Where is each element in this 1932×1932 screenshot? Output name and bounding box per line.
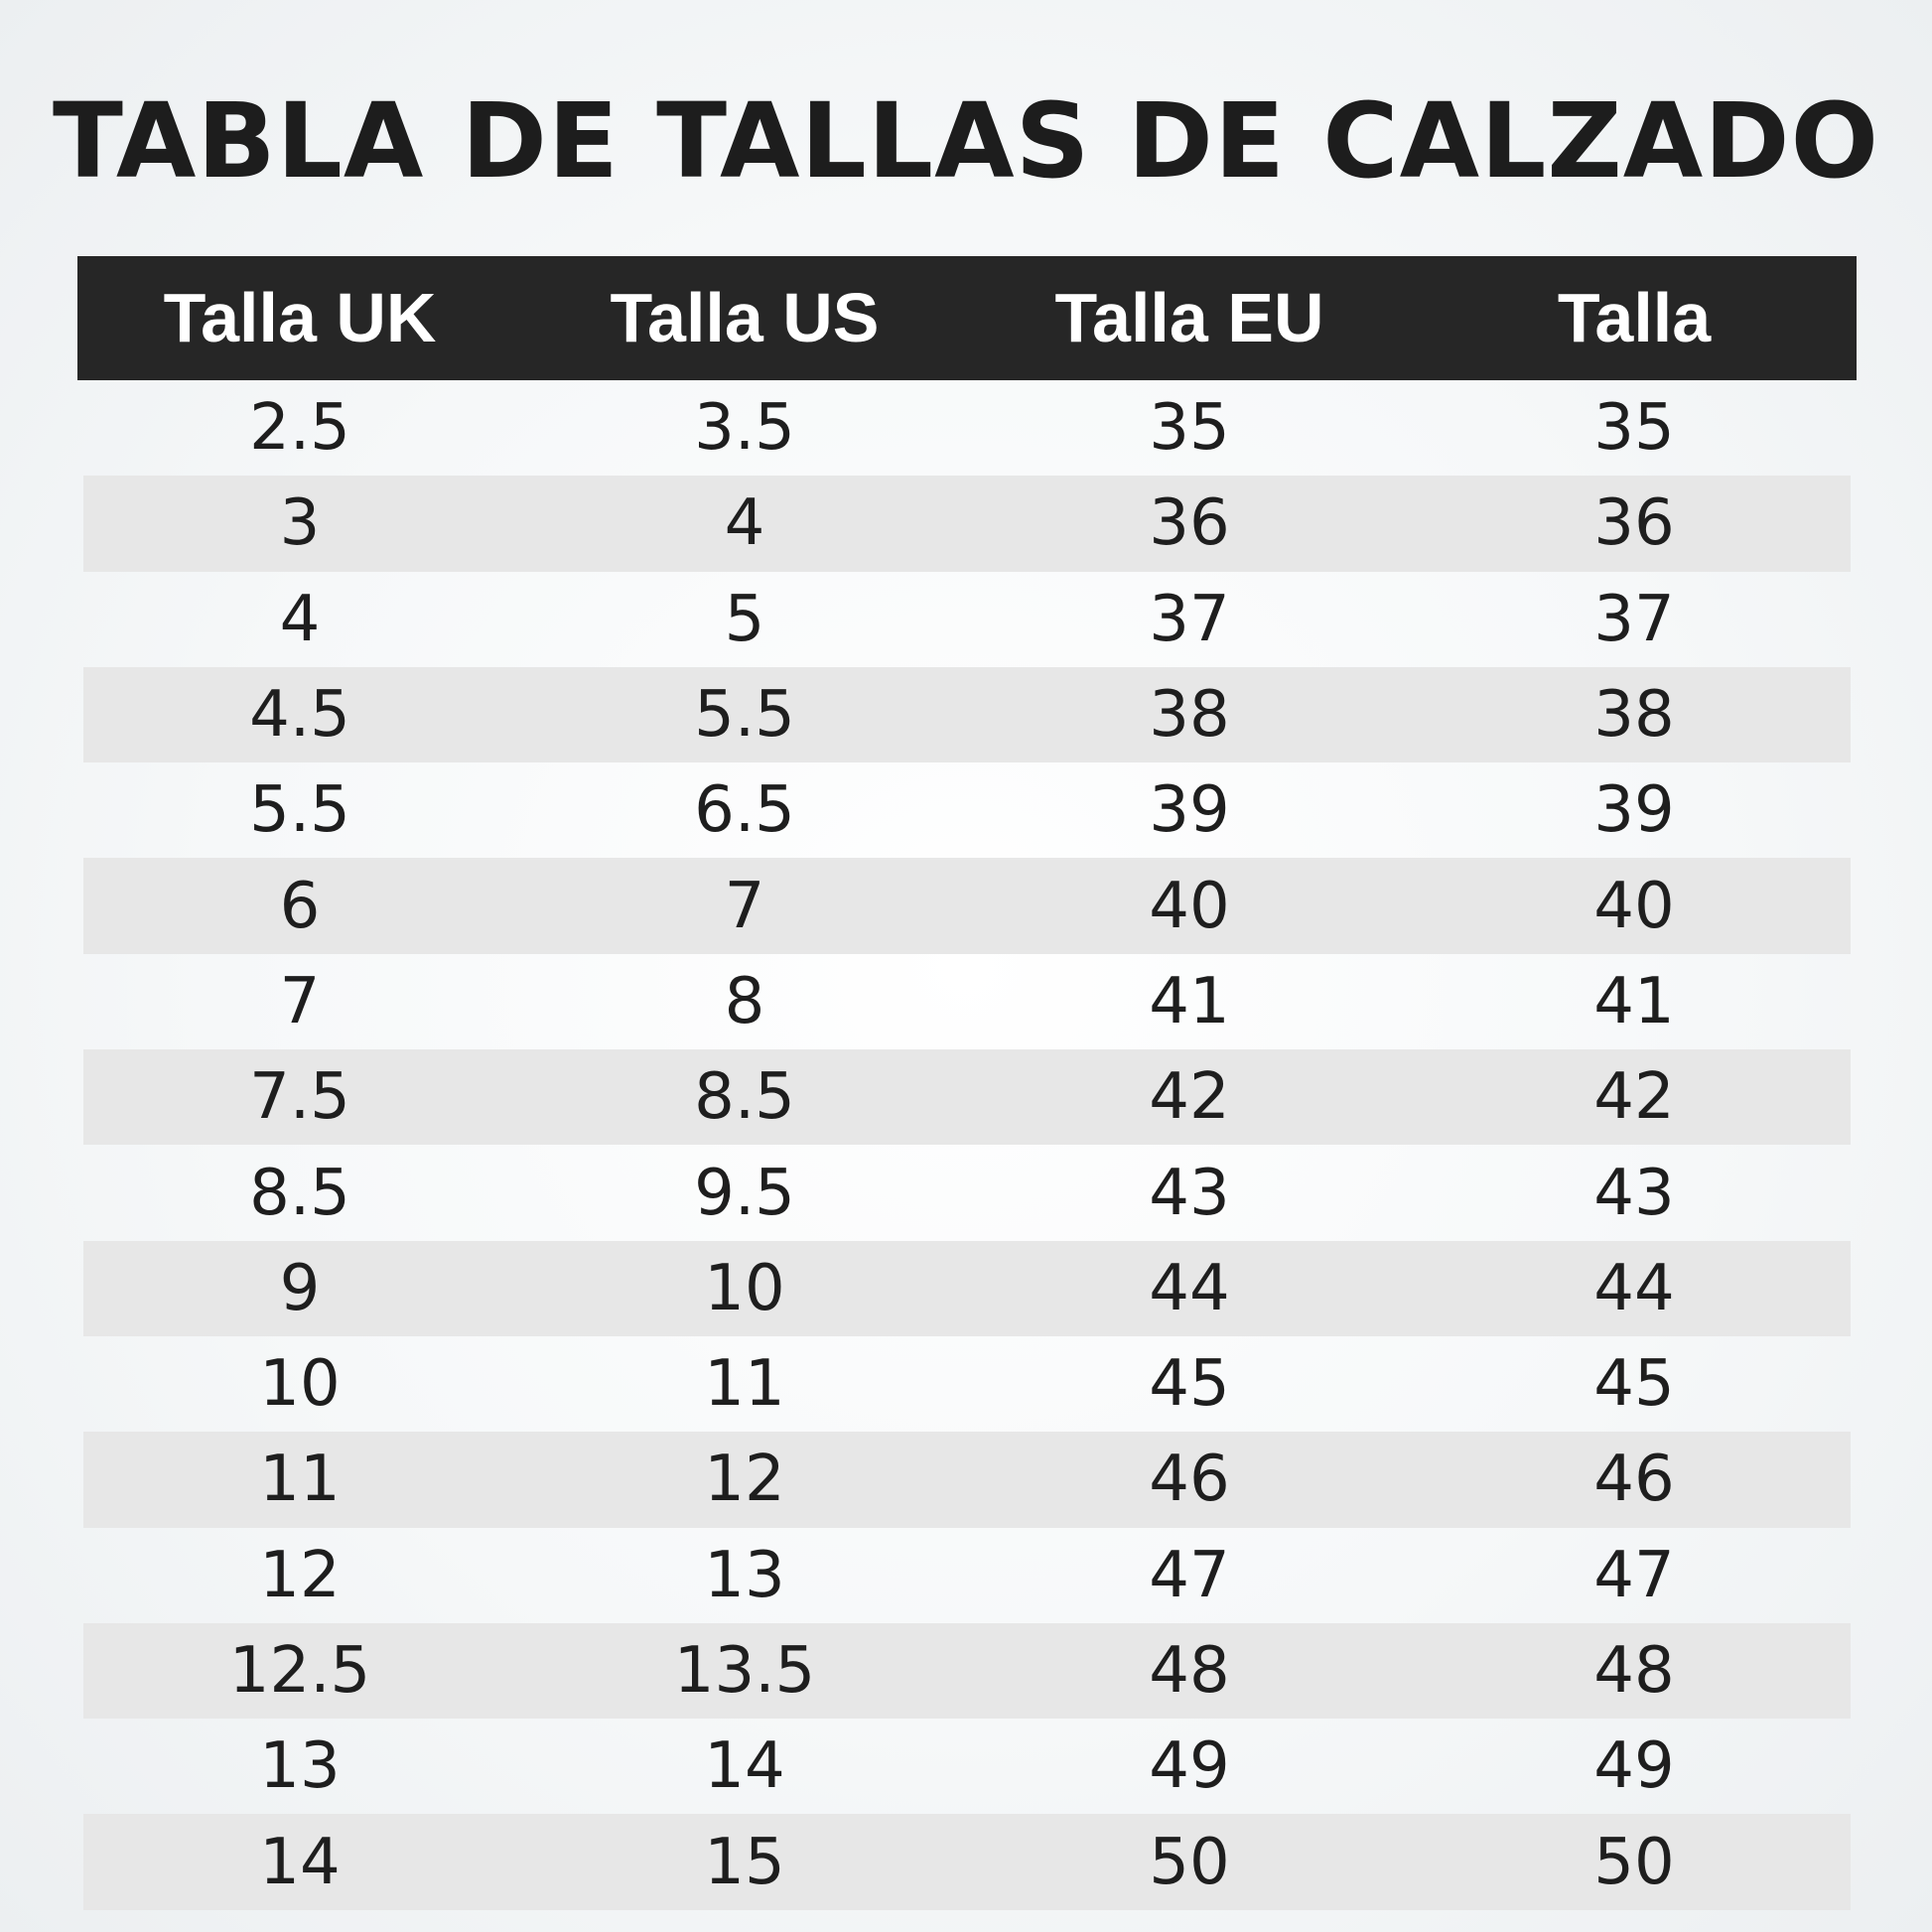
cell-talla: 43 [1593, 1156, 1675, 1230]
cell-talla: 37 [1593, 582, 1675, 656]
table-row: 11 12 46 46 [83, 1432, 1851, 1528]
cell-talla: 49 [1593, 1729, 1675, 1804]
cell-eu: 35 [1149, 391, 1230, 466]
table-row: 12.5 13.5 48 48 [83, 1622, 1851, 1720]
cell-uk: 9 [279, 1251, 321, 1325]
cell-uk: 6 [279, 869, 321, 943]
size-chart-table: Talla UK Talla US Talla EU Talla 2.5 3.5… [77, 256, 1857, 1910]
cell-talla: 50 [1593, 1825, 1675, 1899]
cell-us: 9.5 [694, 1156, 795, 1230]
table-row: 4.5 5.5 38 38 [83, 666, 1851, 763]
cell-eu: 38 [1149, 678, 1230, 753]
cell-eu: 40 [1149, 869, 1230, 943]
table-row: 5.5 6.5 39 39 [83, 762, 1851, 858]
table-row: 3 4 36 36 [83, 476, 1851, 572]
cell-talla: 45 [1593, 1347, 1675, 1422]
table-row: 12 13 47 47 [83, 1528, 1851, 1623]
cell-uk: 5.5 [249, 773, 350, 848]
cell-us: 11 [704, 1347, 785, 1422]
cell-eu: 45 [1149, 1347, 1230, 1422]
cell-talla: 47 [1593, 1538, 1675, 1612]
cell-eu: 46 [1149, 1443, 1230, 1517]
cell-us: 10 [704, 1251, 785, 1325]
cell-uk: 13 [259, 1729, 341, 1804]
cell-eu: 44 [1149, 1251, 1230, 1325]
cell-us: 13.5 [673, 1634, 816, 1708]
cell-talla: 41 [1593, 964, 1675, 1038]
cell-eu: 36 [1149, 486, 1230, 561]
cell-us: 5 [724, 582, 765, 656]
cell-talla: 40 [1593, 869, 1675, 943]
cell-eu: 43 [1149, 1156, 1230, 1230]
cell-eu: 49 [1149, 1729, 1230, 1804]
cell-us: 15 [704, 1825, 785, 1899]
cell-uk: 14 [259, 1825, 341, 1899]
cell-us: 13 [704, 1538, 785, 1612]
cell-talla: 44 [1593, 1251, 1675, 1325]
cell-us: 8.5 [694, 1060, 795, 1135]
table-row: 9 10 44 44 [83, 1240, 1851, 1336]
cell-eu: 47 [1149, 1538, 1230, 1612]
cell-eu: 41 [1149, 964, 1230, 1038]
table-row: 13 14 49 49 [83, 1719, 1851, 1814]
header-uk: Talla UK [163, 279, 437, 356]
table-row: 7.5 8.5 42 42 [83, 1049, 1851, 1146]
cell-us: 14 [704, 1729, 785, 1804]
header-eu: Talla EU [1054, 279, 1324, 356]
table-row: 6 7 40 40 [83, 858, 1851, 954]
cell-us: 4 [724, 486, 765, 561]
cell-talla: 38 [1593, 678, 1675, 753]
cell-us: 12 [704, 1443, 785, 1517]
cell-uk: 4 [279, 582, 321, 656]
table-row: 8.5 9.5 43 43 [83, 1145, 1851, 1240]
cell-us: 8 [724, 964, 765, 1038]
cell-uk: 10 [259, 1347, 341, 1422]
cell-talla: 42 [1593, 1060, 1675, 1135]
cell-us: 7 [724, 869, 765, 943]
cell-uk: 11 [259, 1443, 341, 1517]
cell-uk: 2.5 [249, 391, 350, 466]
table-row: 4 5 37 37 [83, 572, 1851, 667]
cell-eu: 42 [1149, 1060, 1230, 1135]
cell-us: 3.5 [694, 391, 795, 466]
cell-us: 6.5 [694, 773, 795, 848]
cell-uk: 7 [279, 964, 321, 1038]
cell-uk: 4.5 [249, 678, 350, 753]
cell-eu: 37 [1149, 582, 1230, 656]
cell-uk: 7.5 [249, 1060, 350, 1135]
cell-uk: 12 [259, 1538, 341, 1612]
cell-talla: 48 [1593, 1634, 1675, 1708]
table-row: 14 15 50 50 [83, 1814, 1851, 1910]
cell-eu: 39 [1149, 773, 1230, 848]
cell-talla: 39 [1593, 773, 1675, 848]
cell-talla: 36 [1593, 486, 1675, 561]
table-row: 2.5 3.5 35 35 [83, 380, 1851, 476]
cell-uk: 3 [279, 486, 321, 561]
cell-eu: 48 [1149, 1634, 1230, 1708]
page-title: TABLA DE TALLAS DE CALZADO [53, 80, 1879, 202]
table-row: 7 8 41 41 [83, 954, 1851, 1049]
header-us: Talla US [610, 279, 880, 356]
header-talla: Talla [1557, 279, 1712, 356]
cell-talla: 35 [1593, 391, 1675, 466]
cell-us: 5.5 [694, 678, 795, 753]
cell-uk: 12.5 [228, 1634, 371, 1708]
table-header-row: Talla UK Talla US Talla EU Talla [77, 256, 1857, 380]
table-row: 10 11 45 45 [83, 1336, 1851, 1432]
cell-talla: 46 [1593, 1443, 1675, 1517]
cell-uk: 8.5 [249, 1156, 350, 1230]
cell-eu: 50 [1149, 1825, 1230, 1899]
